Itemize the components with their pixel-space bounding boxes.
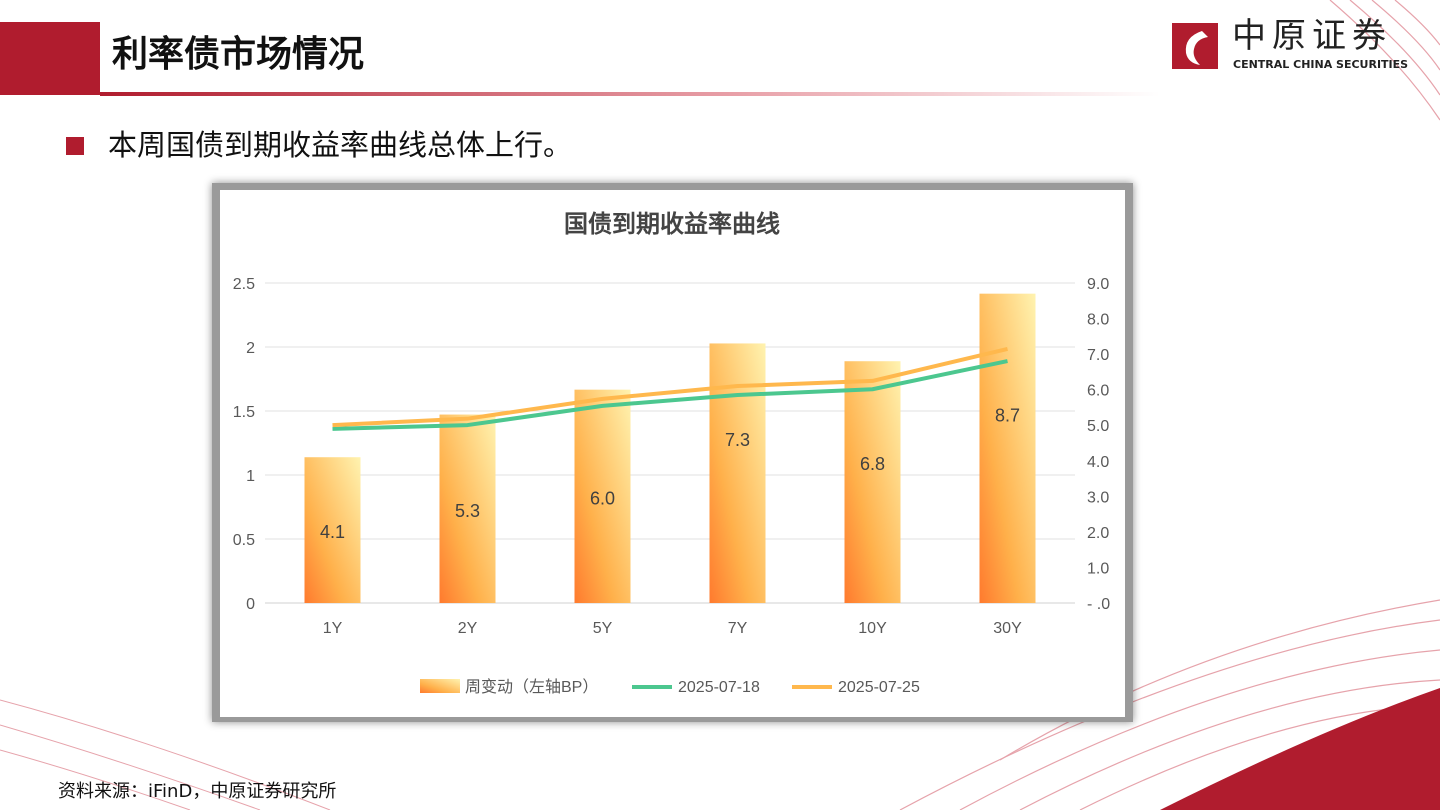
bar-30Y (979, 293, 1036, 603)
left-axis-tick: 2.5 (233, 276, 255, 293)
x-axis-tick: 5Y (593, 620, 613, 637)
source-note: 资料来源：iFinD，中原证券研究所 (58, 781, 337, 802)
right-axis-tick: - .0 (1087, 596, 1110, 613)
corner-swoosh-top-right (1329, 0, 1440, 121)
x-axis-tick: 30Y (993, 620, 1022, 637)
chart-title: 国债到期收益率曲线 (564, 210, 780, 238)
logo-text-en: CENTRAL CHINA SECURITIES (1233, 58, 1409, 71)
page-title: 利率债市场情况 (112, 34, 365, 75)
yield-curve-chart: 国债到期收益率曲线 0 0.5 1 1.5 2 2.5 - .0 1.0 2.0 3.0 4.0 5.… (233, 210, 1110, 696)
chart-container: 国债到期收益率曲线 0 0.5 1 1.5 2 2.5 - .0 1.0 2.0 3.0 4.0 5.… (220, 190, 1125, 717)
right-axis-tick: 8.0 (1087, 312, 1109, 329)
bar-data-label: 5.3 (455, 501, 480, 521)
right-axis-tick: 9.0 (1087, 276, 1109, 293)
logo-text-cn: 中原证券 (1232, 16, 1392, 56)
corner-swoosh-bottom-right (899, 599, 1440, 810)
right-axis-tick: 7.0 (1087, 347, 1109, 364)
left-axis-tick: 0.5 (233, 532, 255, 549)
header-underline (100, 92, 1160, 96)
bar-10Y (844, 361, 901, 603)
line-2025-07-18 (332, 359, 1008, 431)
legend-label-2025-07-25: 2025-07-25 (838, 679, 920, 696)
right-axis-tick: 2.0 (1087, 525, 1109, 542)
bar-5Y (574, 389, 631, 603)
bullet-text: 本周国债到期收益率曲线总体上行。 (108, 128, 573, 162)
legend-label-2025-07-18: 2025-07-18 (678, 679, 760, 696)
corner-red-shape (1160, 688, 1440, 810)
right-axis-tick: 3.0 (1087, 489, 1109, 506)
x-axis-tick: 1Y (323, 620, 343, 637)
legend-label-bars: 周变动（左轴BP） (465, 678, 598, 696)
x-axis-tick: 10Y (858, 620, 887, 637)
bar-data-label: 8.7 (995, 405, 1020, 425)
bar-data-label: 7.3 (725, 430, 750, 450)
right-axis-tick: 6.0 (1087, 383, 1109, 400)
legend-swatch-bars (420, 679, 460, 693)
left-axis-tick: 0 (246, 596, 255, 613)
right-axis-tick: 1.0 (1087, 560, 1109, 577)
bar-2Y (439, 414, 496, 603)
left-axis-tick: 2 (246, 340, 255, 357)
left-axis-tick: 1 (246, 468, 255, 485)
bar-data-label: 6.0 (590, 488, 615, 508)
right-axis-tick: 4.0 (1087, 454, 1109, 471)
logo-icon (1172, 23, 1218, 69)
right-axis-tick: 5.0 (1087, 418, 1109, 435)
bar-7Y (709, 343, 766, 603)
bullet-icon (66, 137, 84, 155)
x-axis-tick: 7Y (728, 620, 748, 637)
left-axis-tick: 1.5 (233, 404, 255, 421)
x-axis-tick: 2Y (458, 620, 478, 637)
bar-1Y (304, 457, 361, 603)
corner-swoosh-bottom-left (0, 699, 331, 810)
bar-data-label: 4.1 (320, 522, 345, 542)
bar-data-label: 6.8 (860, 454, 885, 474)
line-2025-07-25 (332, 346, 1008, 428)
header-accent (0, 22, 100, 95)
